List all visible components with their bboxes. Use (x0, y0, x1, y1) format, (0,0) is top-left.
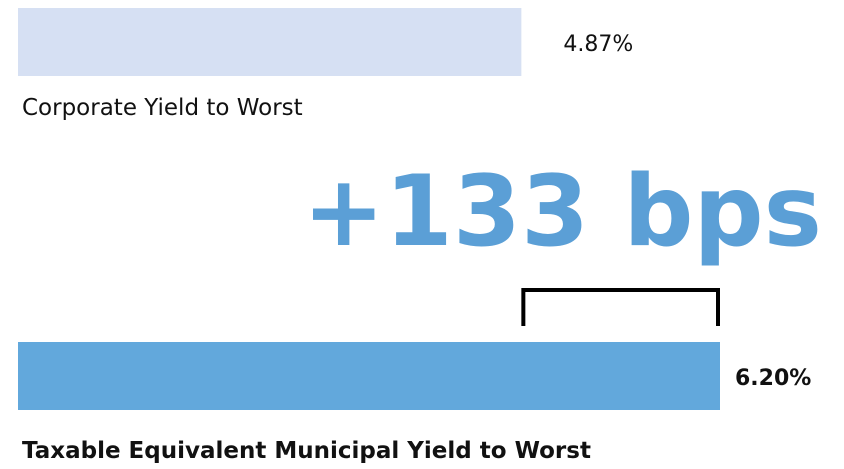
bar (18, 342, 720, 410)
category-label: Corporate Yield to Worst (22, 95, 303, 121)
value-label: 4.87% (563, 32, 633, 57)
category-label: Taxable Equivalent Municipal Yield to Wo… (22, 438, 591, 464)
bracket (521, 288, 720, 326)
bar (18, 8, 522, 76)
annotation: +133 bps (303, 155, 822, 269)
value-label: 6.20% (735, 366, 811, 391)
